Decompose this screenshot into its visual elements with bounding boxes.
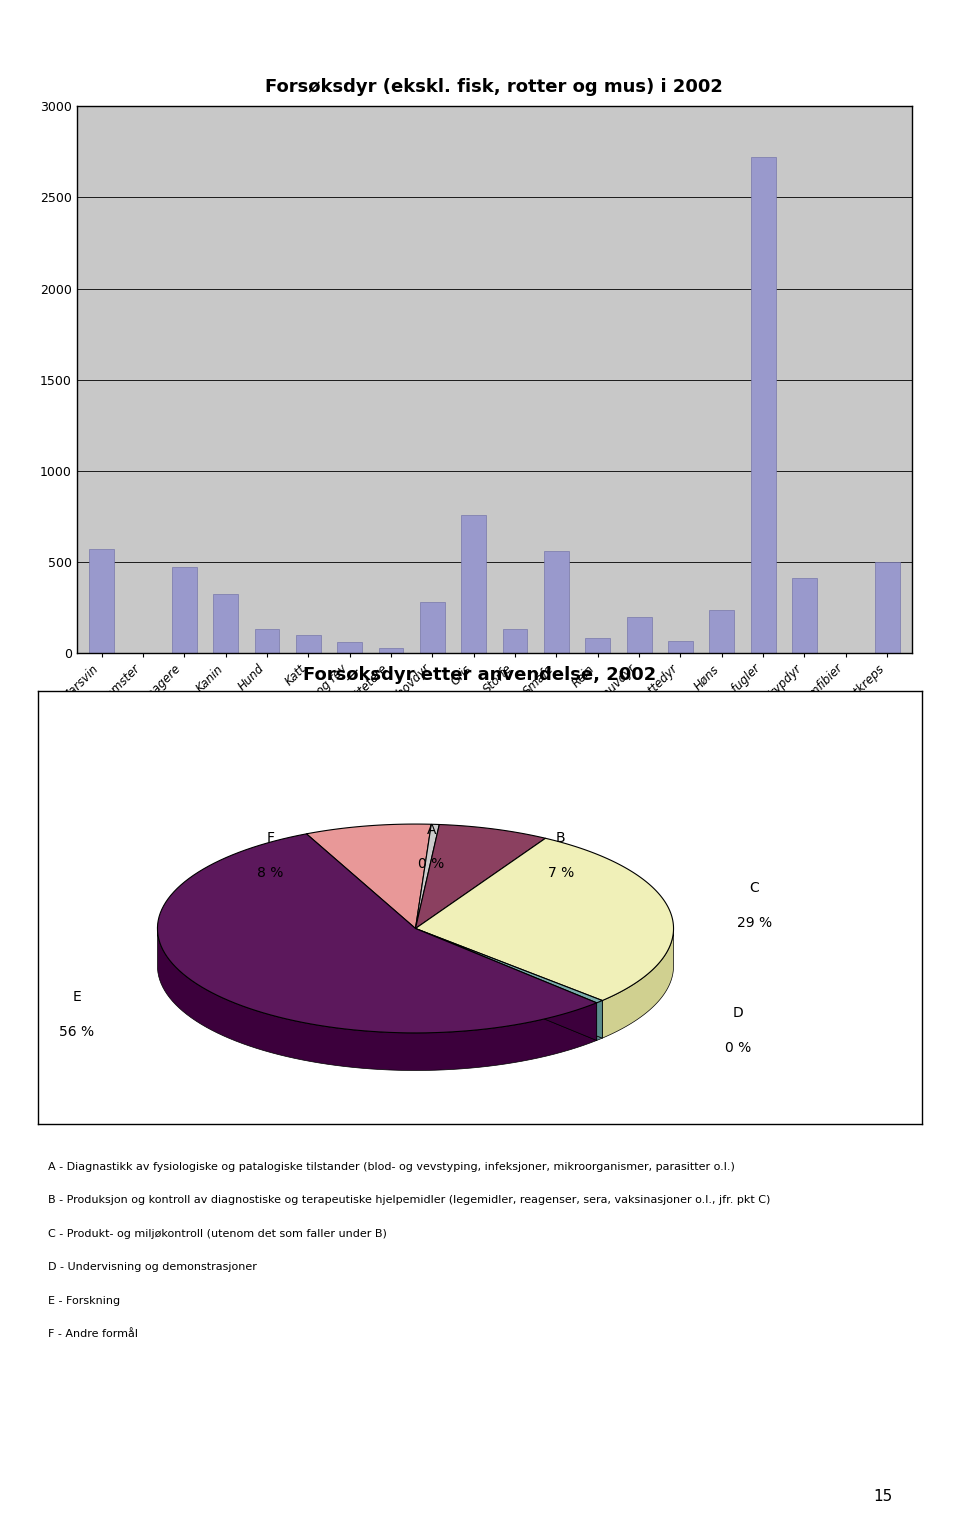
Polygon shape (416, 928, 597, 1041)
Bar (627, 617, 652, 653)
Polygon shape (157, 834, 597, 1033)
Text: D: D (732, 1007, 743, 1021)
Polygon shape (602, 930, 674, 1037)
Text: F: F (266, 831, 275, 845)
Text: 56 %: 56 % (60, 1024, 94, 1039)
Text: E - Forskning: E - Forskning (48, 1296, 120, 1306)
Polygon shape (306, 825, 431, 928)
Polygon shape (597, 1001, 602, 1041)
Bar (213, 594, 238, 653)
Polygon shape (416, 928, 602, 1003)
Bar (503, 629, 527, 653)
Text: 15: 15 (874, 1489, 893, 1504)
Polygon shape (416, 928, 602, 1037)
Bar (172, 568, 197, 653)
Title: Forsøksdyr (ekskl. fisk, rotter og mus) i 2002: Forsøksdyr (ekskl. fisk, rotter og mus) … (266, 79, 723, 96)
Text: D - Undervisning og demonstrasjoner: D - Undervisning og demonstrasjoner (48, 1262, 257, 1273)
Text: A: A (427, 823, 437, 837)
Title: Forsøksdyr etter anvendelse, 2002: Forsøksdyr etter anvendelse, 2002 (303, 665, 657, 684)
Text: E: E (72, 990, 82, 1004)
Bar (875, 562, 900, 653)
Polygon shape (416, 825, 440, 928)
Bar (89, 550, 114, 653)
Bar (544, 551, 569, 653)
Bar (254, 629, 279, 653)
Polygon shape (416, 838, 674, 1001)
Polygon shape (416, 928, 597, 1041)
Bar (296, 635, 321, 653)
Text: C - Produkt- og miljøkontroll (utenom det som faller under B): C - Produkt- og miljøkontroll (utenom de… (48, 1229, 387, 1240)
Polygon shape (157, 931, 597, 1071)
Bar (420, 602, 444, 653)
Text: 8 %: 8 % (257, 866, 283, 880)
Text: C: C (750, 881, 759, 895)
Bar (792, 577, 817, 653)
Bar (751, 158, 776, 653)
Text: B - Produksjon og kontroll av diagnostiske og terapeutiske hjelpemidler (legemid: B - Produksjon og kontroll av diagnostis… (48, 1195, 770, 1206)
Bar (462, 515, 486, 653)
Text: 0 %: 0 % (725, 1042, 751, 1056)
Bar (378, 647, 403, 653)
Text: A - Diagnastikk av fysiologiske og patalogiske tilstander (blod- og vevstyping, : A - Diagnastikk av fysiologiske og patal… (48, 1162, 734, 1173)
Polygon shape (416, 825, 545, 928)
Bar (337, 643, 362, 653)
Polygon shape (416, 928, 602, 1037)
Text: 7 %: 7 % (547, 866, 574, 880)
Bar (709, 611, 734, 653)
Text: 29 %: 29 % (736, 916, 772, 930)
Bar (668, 641, 693, 653)
Text: B: B (556, 831, 565, 845)
Bar (586, 638, 611, 653)
Text: F - Andre formål: F - Andre formål (48, 1329, 138, 1340)
Text: 0 %: 0 % (419, 857, 444, 872)
